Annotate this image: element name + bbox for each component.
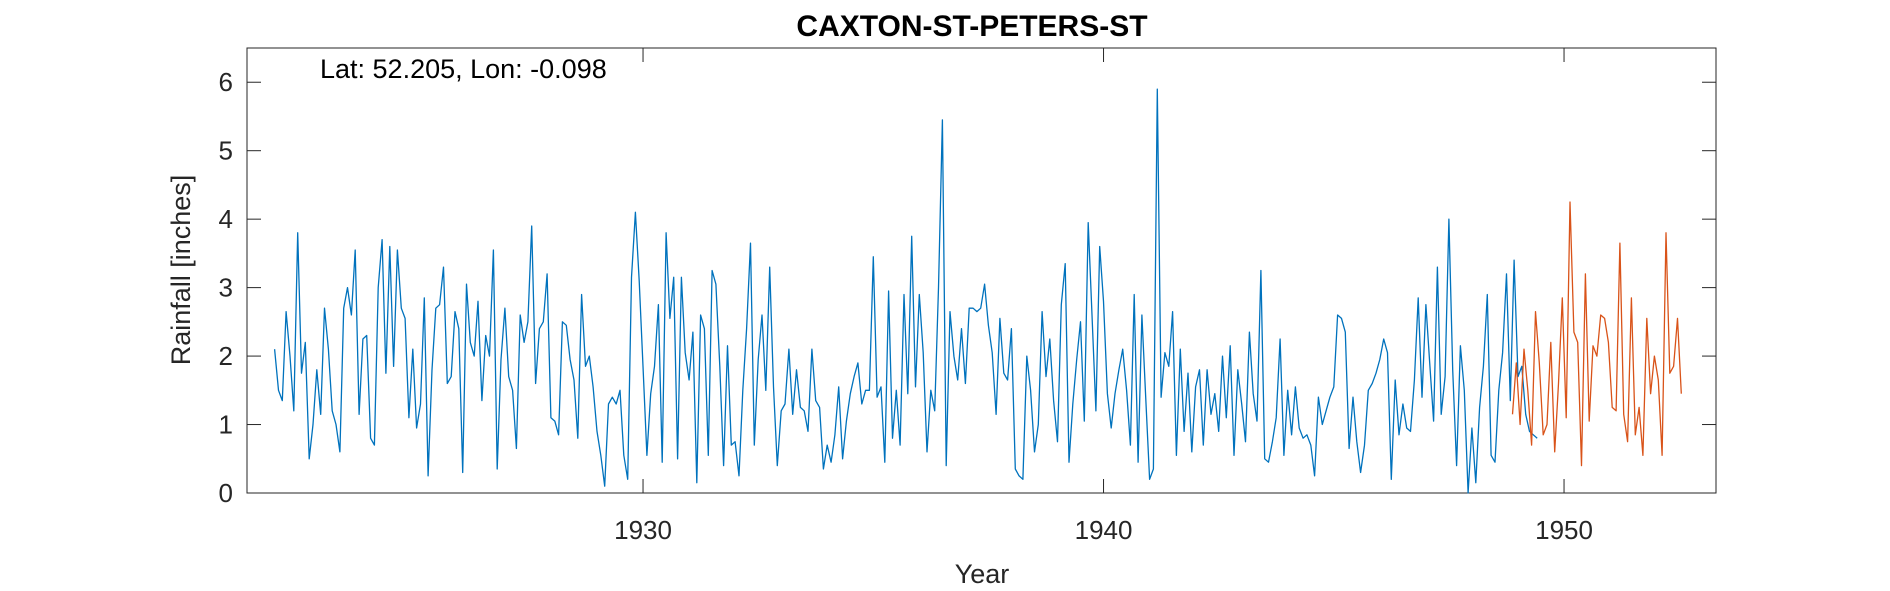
chart-title: CAXTON-ST-PETERS-ST <box>796 10 1147 43</box>
rainfall-series-line-blue <box>273 88 1538 494</box>
y-tick-label: 2 <box>219 341 233 371</box>
x-tick-label: 1930 <box>614 515 672 545</box>
series-lines <box>273 88 1682 494</box>
axis-ticks: 0 1 2 3 4 5 6 1930 1940 1950 <box>219 48 1716 545</box>
rainfall-series-line-orange <box>1511 201 1682 467</box>
y-tick-label: 0 <box>219 478 233 508</box>
y-tick-label: 5 <box>219 136 233 166</box>
location-annotation: Lat: 52.205, Lon: -0.098 <box>320 54 607 84</box>
x-axis-label: Year <box>955 559 1010 589</box>
plot-area <box>246 47 1717 494</box>
y-tick-label: 4 <box>219 204 233 234</box>
x-tick-label: 1950 <box>1535 515 1593 545</box>
y-axis-label: Rainfall [inches] <box>166 175 196 366</box>
y-tick-label: 6 <box>219 67 233 97</box>
y-tick-label: 1 <box>219 410 233 440</box>
y-tick-label: 3 <box>219 273 233 303</box>
x-tick-label: 1940 <box>1075 515 1133 545</box>
